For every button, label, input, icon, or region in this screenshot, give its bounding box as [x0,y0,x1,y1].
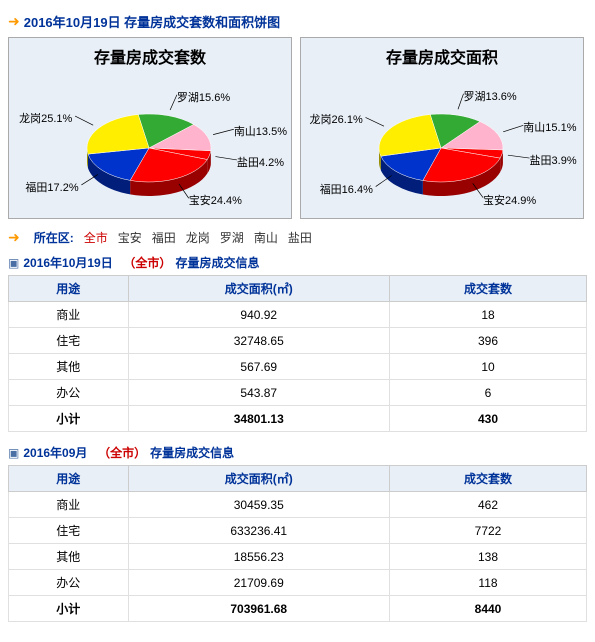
table-cell: 商业 [9,302,129,328]
table-row: 其他18556.23138 [9,544,587,570]
table-cell: 18556.23 [128,544,390,570]
district-item[interactable]: 盐田 [288,231,312,245]
table-cell: 18 [390,302,587,328]
pie-slice-label: 龙岗25.1% [19,110,72,126]
table-header: 成交面积(㎡) [128,466,390,492]
table-cell: 8440 [390,596,587,622]
table-row: 办公543.876 [9,380,587,406]
table1-title: ▣ 2016年10月19日 （全市） 存量房成交信息 [8,254,587,271]
table-cell: 10 [390,354,587,380]
pie-count: 罗湖15.6% 南山13.5% 盐田4.2% 宝安24.4% 福田17.2% 龙岗25.1… [9,68,291,218]
table1-suffix: 存量房成交信息 [175,254,259,271]
pie-slice-label: 南山13.5% [234,123,287,139]
pie-area: 罗湖13.6% 南山15.1% 盐田3.9% 宝安24.9% 福田16.4% 龙岗26.1… [301,68,583,218]
table2-suffix: 存量房成交信息 [150,444,234,461]
table-cell: 633236.41 [128,518,390,544]
table-cell: 住宅 [9,328,129,354]
table-cell: 6 [390,380,587,406]
district-item[interactable]: 南山 [254,231,278,245]
square-icon: ▣ [8,256,19,270]
table-cell: 商业 [9,492,129,518]
table-monthly: 用途成交面积(㎡)成交套数商业30459.35462住宅633236.41772… [8,465,587,622]
pie-slice-label: 宝安24.9% [483,192,536,208]
table-cell: 118 [390,570,587,596]
table2-date: 2016年09月 [23,444,87,461]
table-header: 用途 [9,466,129,492]
square-icon: ▣ [8,446,19,460]
table-cell: 其他 [9,544,129,570]
charts-row: 存量房成交套数 罗湖15.6% 南山13.5% 盐田4.2% 宝安24.4% 福田17.… [8,37,587,219]
table-cell: 543.87 [128,380,390,406]
chart-count-title: 存量房成交套数 [9,44,291,68]
pie-slice-label: 南山15.1% [523,119,576,135]
pie-slice-label: 福田16.4% [320,181,373,197]
district-label: 所在区: [34,229,74,246]
table-total-row: 小计703961.688440 [9,596,587,622]
table-cell: 703961.68 [128,596,390,622]
table-cell: 小计 [9,596,129,622]
table-cell: 其他 [9,354,129,380]
pie-slice-label: 罗湖15.6% [177,89,230,105]
table-cell: 办公 [9,380,129,406]
table-daily: 用途成交面积(㎡)成交套数商业940.9218住宅32748.65396其他56… [8,275,587,432]
table-cell: 住宅 [9,518,129,544]
table-row: 住宅32748.65396 [9,328,587,354]
district-item[interactable]: 福田 [152,231,176,245]
page-header: ➜ 2016年10月19日 存量房成交套数和面积饼图 [8,12,587,31]
district-item[interactable]: 宝安 [118,231,142,245]
district-filter: ➜ 所在区: 全市宝安福田龙岗罗湖南山盐田 [8,229,587,246]
table2-city: （全市） [98,444,146,461]
district-item[interactable]: 罗湖 [220,231,244,245]
pie-slice-label: 盐田3.9% [530,152,577,168]
chart-area: 存量房成交面积 罗湖13.6% 南山15.1% 盐田3.9% 宝安24.9% 福田16.… [300,37,584,219]
table-cell: 567.69 [128,354,390,380]
table-row: 商业940.9218 [9,302,587,328]
table-cell: 21709.69 [128,570,390,596]
table-cell: 办公 [9,570,129,596]
district-item[interactable]: 龙岗 [186,231,210,245]
table-total-row: 小计34801.13430 [9,406,587,432]
pie-slice-label: 盐田4.2% [237,154,284,170]
table-header: 成交套数 [390,276,587,302]
table-cell: 430 [390,406,587,432]
table-cell: 34801.13 [128,406,390,432]
table-cell: 7722 [390,518,587,544]
chart-area-title: 存量房成交面积 [301,44,583,68]
pie-slice-label: 龙岗26.1% [310,111,363,127]
district-item[interactable]: 全市 [84,231,108,245]
table-cell: 32748.65 [128,328,390,354]
table1-date: 2016年10月19日 [23,254,112,271]
pie-slice-label: 宝安24.4% [189,192,242,208]
table-header: 成交面积(㎡) [128,276,390,302]
chart-count: 存量房成交套数 罗湖15.6% 南山13.5% 盐田4.2% 宝安24.4% 福田17.… [8,37,292,219]
table-cell: 30459.35 [128,492,390,518]
pie-slice-label: 罗湖13.6% [464,88,517,104]
table-cell: 940.92 [128,302,390,328]
table-header: 用途 [9,276,129,302]
table-cell: 小计 [9,406,129,432]
table1-city: （全市） [123,254,171,271]
table-header: 成交套数 [390,466,587,492]
arrow-icon: ➜ [8,13,20,30]
table2-title: ▣ 2016年09月 （全市） 存量房成交信息 [8,444,587,461]
table-row: 商业30459.35462 [9,492,587,518]
table-cell: 138 [390,544,587,570]
page-title: 2016年10月19日 存量房成交套数和面积饼图 [24,12,280,31]
table-row: 办公21709.69118 [9,570,587,596]
table-cell: 462 [390,492,587,518]
pie-slice-label: 福田17.2% [25,179,78,195]
table-row: 其他567.6910 [9,354,587,380]
arrow-icon: ➜ [8,229,20,246]
table-row: 住宅633236.417722 [9,518,587,544]
table-cell: 396 [390,328,587,354]
